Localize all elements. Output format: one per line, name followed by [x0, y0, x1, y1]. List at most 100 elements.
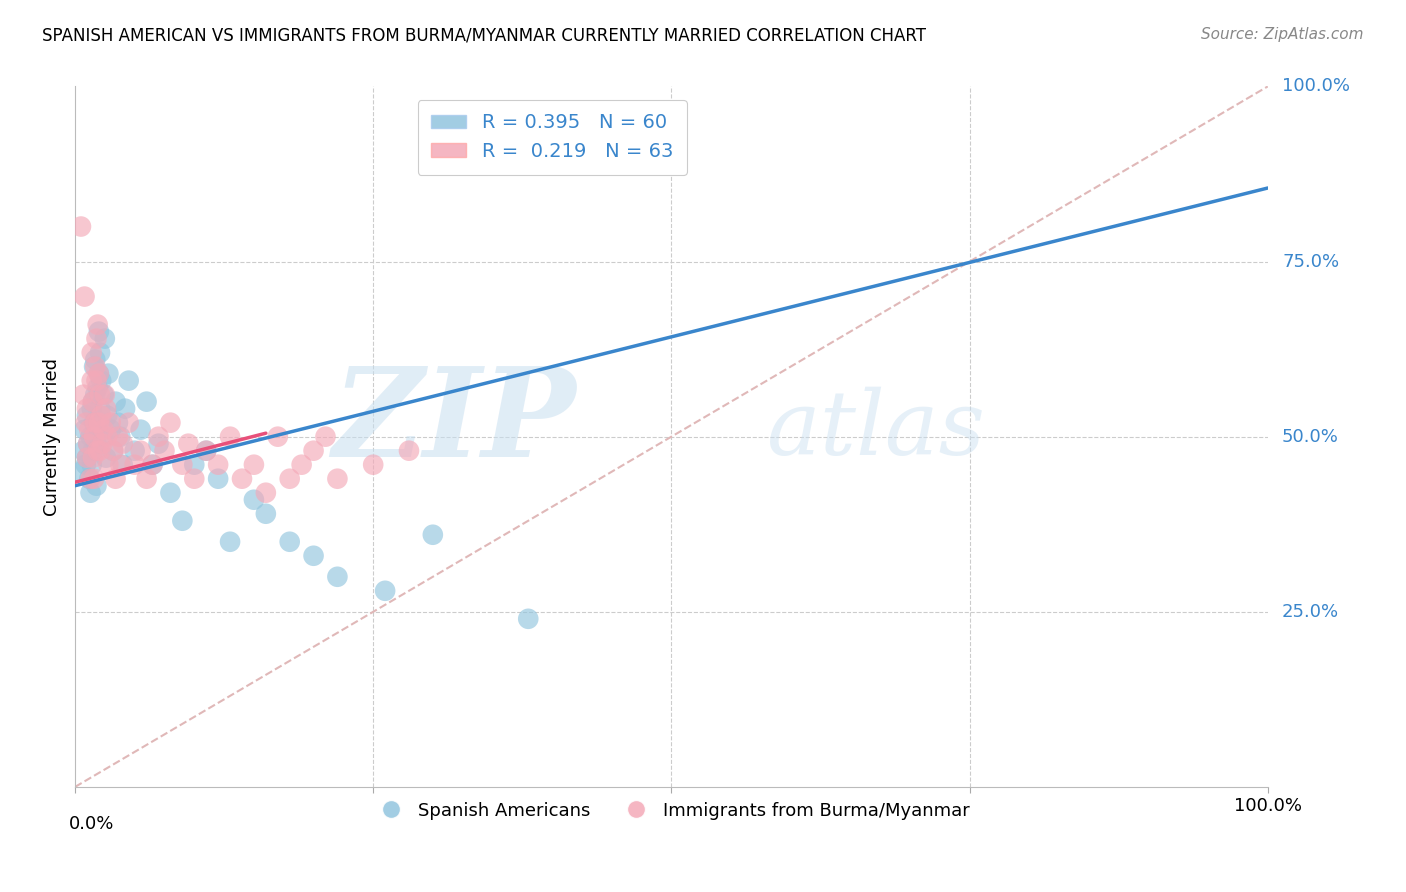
Point — [73, 423, 96, 437]
Point — [87, 325, 110, 339]
Point — [243, 458, 266, 472]
Point — [89, 401, 111, 416]
Point — [219, 534, 242, 549]
Point — [80, 458, 103, 472]
Point — [82, 450, 104, 465]
Point — [159, 485, 181, 500]
Point — [183, 472, 205, 486]
Text: ZIP: ZIP — [332, 362, 576, 483]
Point — [100, 416, 122, 430]
Point — [148, 436, 170, 450]
Point — [89, 387, 111, 401]
Point — [87, 416, 110, 430]
Point — [90, 374, 112, 388]
Point — [267, 430, 290, 444]
Point — [86, 479, 108, 493]
Point — [77, 436, 100, 450]
Point — [82, 443, 104, 458]
Text: 25.0%: 25.0% — [1282, 603, 1339, 621]
Point — [101, 443, 124, 458]
Point — [76, 401, 98, 416]
Point — [76, 450, 98, 465]
Point — [314, 430, 336, 444]
Point — [129, 443, 152, 458]
Point — [159, 416, 181, 430]
Point — [111, 436, 134, 450]
Point — [82, 394, 104, 409]
Point — [231, 472, 253, 486]
Point — [76, 450, 98, 465]
Point — [398, 443, 420, 458]
Point — [76, 409, 98, 423]
Point — [83, 416, 105, 430]
Point — [73, 289, 96, 303]
Point — [89, 443, 111, 458]
Point — [107, 430, 129, 444]
Text: atlas: atlas — [766, 386, 986, 473]
Point — [89, 345, 111, 359]
Point — [72, 443, 94, 458]
Point — [254, 485, 277, 500]
Point — [79, 430, 101, 444]
Point — [278, 534, 301, 549]
Point — [83, 430, 105, 444]
Point — [135, 394, 157, 409]
Point — [72, 387, 94, 401]
Point — [86, 381, 108, 395]
Point — [172, 458, 194, 472]
Point — [124, 443, 146, 458]
Point — [83, 472, 105, 486]
Point — [124, 458, 146, 472]
Point — [129, 423, 152, 437]
Point — [141, 458, 163, 472]
Point — [75, 458, 97, 472]
Point — [94, 387, 117, 401]
Point — [80, 401, 103, 416]
Point — [79, 472, 101, 486]
Point — [70, 465, 93, 479]
Point — [172, 514, 194, 528]
Point — [361, 458, 384, 472]
Point — [97, 367, 120, 381]
Point — [93, 423, 115, 437]
Point — [291, 458, 314, 472]
Point — [96, 430, 118, 444]
Point — [111, 458, 134, 472]
Point — [302, 443, 325, 458]
Point — [97, 458, 120, 472]
Point — [75, 416, 97, 430]
Point — [114, 401, 136, 416]
Point — [278, 472, 301, 486]
Point — [517, 612, 540, 626]
Text: SPANISH AMERICAN VS IMMIGRANTS FROM BURMA/MYANMAR CURRENTLY MARRIED CORRELATION : SPANISH AMERICAN VS IMMIGRANTS FROM BURM… — [42, 27, 927, 45]
Point — [79, 423, 101, 437]
Point — [207, 472, 229, 486]
Text: 50.0%: 50.0% — [1282, 427, 1339, 446]
Point — [87, 367, 110, 381]
Point — [84, 352, 107, 367]
Point — [91, 436, 114, 450]
Point — [104, 472, 127, 486]
Text: 100.0%: 100.0% — [1282, 78, 1350, 95]
Point — [100, 423, 122, 437]
Point — [243, 492, 266, 507]
Point — [326, 570, 349, 584]
Text: 0.0%: 0.0% — [69, 815, 114, 833]
Point — [110, 458, 132, 472]
Point — [87, 367, 110, 381]
Point — [326, 472, 349, 486]
Point — [374, 583, 396, 598]
Point — [82, 394, 104, 409]
Point — [101, 443, 124, 458]
Point — [84, 359, 107, 374]
Point — [94, 450, 117, 465]
Point — [84, 416, 107, 430]
Point — [90, 409, 112, 423]
Text: 75.0%: 75.0% — [1282, 252, 1339, 270]
Point — [80, 374, 103, 388]
Point — [79, 472, 101, 486]
Point — [86, 436, 108, 450]
Point — [207, 458, 229, 472]
Point — [104, 394, 127, 409]
Point — [219, 430, 242, 444]
